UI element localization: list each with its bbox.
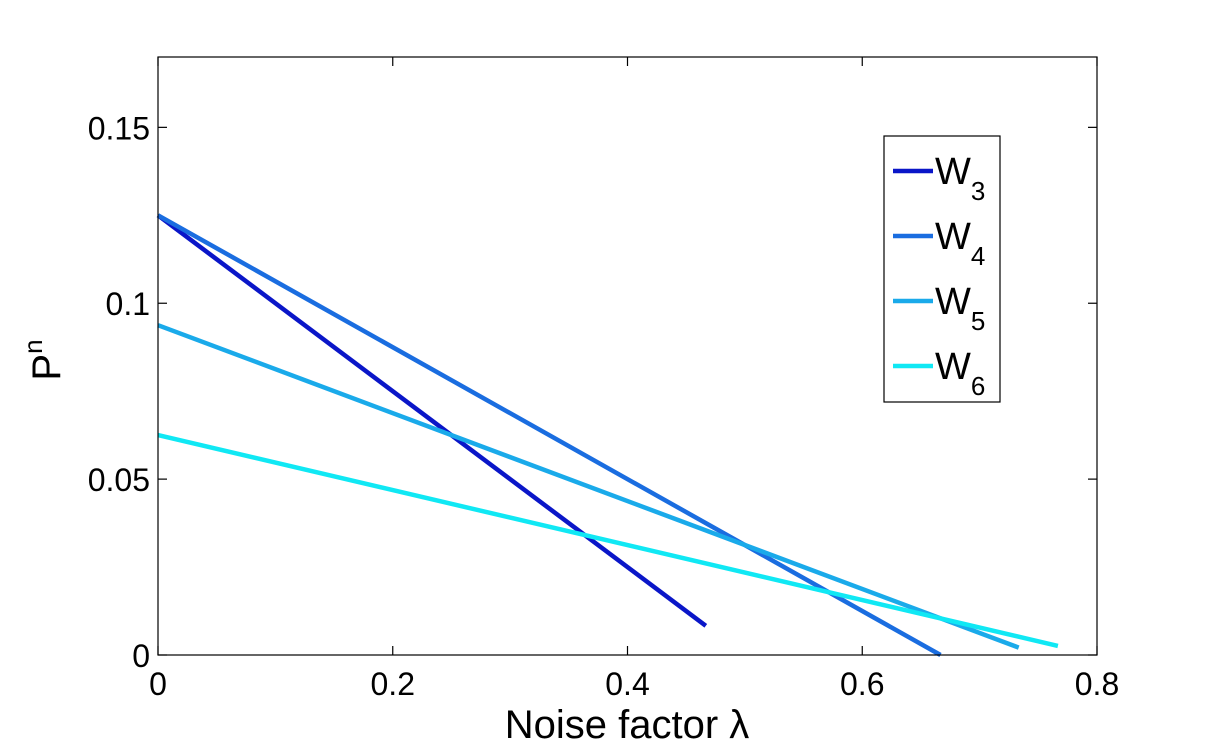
y-tick-label: 0.1 bbox=[106, 286, 150, 322]
y-axis-label-superscript: n bbox=[18, 339, 48, 353]
legend-label-base: W bbox=[935, 346, 971, 388]
legend-label-subscript: 6 bbox=[971, 371, 985, 401]
x-axis-label: Noise factor λ bbox=[505, 703, 750, 747]
y-tick-label: 0.05 bbox=[88, 462, 150, 498]
series-line-w5 bbox=[157, 323, 1020, 650]
legend-label-base: W bbox=[935, 281, 971, 323]
x-tick-label: 0.8 bbox=[1075, 666, 1119, 702]
legend-label-subscript: 5 bbox=[971, 306, 985, 336]
y-axis-label-base: P bbox=[25, 354, 69, 381]
y-tick-label: 0 bbox=[132, 638, 150, 674]
series-line-w4 bbox=[156, 213, 942, 657]
legend-label-base: W bbox=[935, 151, 971, 193]
legend-box bbox=[883, 135, 1001, 403]
legend-label-w3: W3 bbox=[935, 151, 985, 206]
y-tick-label: 0.15 bbox=[88, 110, 150, 146]
x-tick-label: 0.6 bbox=[840, 666, 884, 702]
x-tick-label: 0.2 bbox=[371, 666, 415, 702]
x-tick-label: 0 bbox=[149, 666, 167, 702]
legend-label-w6: W6 bbox=[935, 346, 985, 401]
series-line-w3 bbox=[156, 213, 708, 628]
x-tick-label: 0.4 bbox=[605, 666, 649, 702]
tick-layer: 0 0.2 0.4 0.6 0.8 0 0.05 0.1 0.15 bbox=[88, 57, 1119, 702]
series-layer bbox=[156, 213, 1059, 657]
legend-label-subscript: 3 bbox=[971, 176, 985, 206]
legend-label-w5: W5 bbox=[935, 281, 985, 336]
y-axis-label: Pn bbox=[18, 339, 69, 380]
svg-text:Pn: Pn bbox=[18, 339, 69, 380]
plot-frame bbox=[157, 56, 1098, 656]
legend-label-w4: W4 bbox=[935, 216, 985, 271]
legend-label-base: W bbox=[935, 216, 971, 258]
legend-label-subscript: 4 bbox=[971, 241, 985, 271]
series-line-w6 bbox=[157, 432, 1059, 649]
